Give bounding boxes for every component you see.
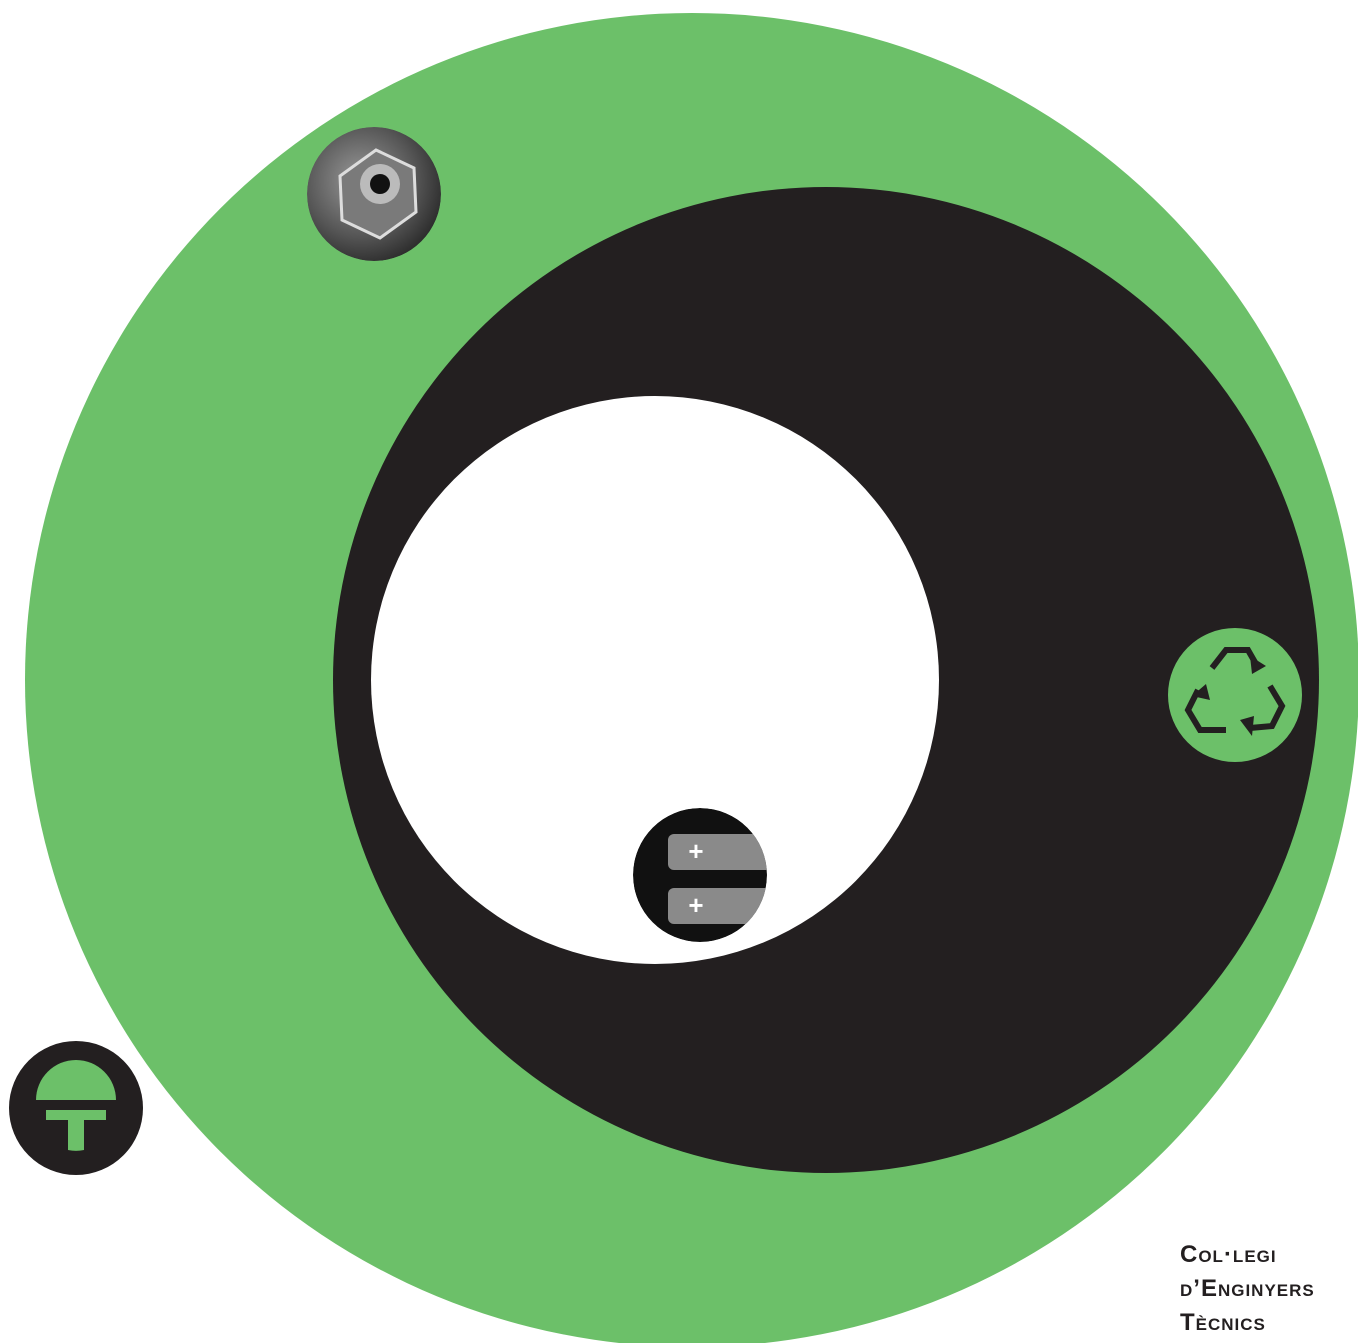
brand-line: d’Enginyers — [1180, 1275, 1315, 1302]
svg-text:+: + — [688, 890, 703, 920]
brand-text: Col·legi d’Enginyers Tècnics — [1180, 1241, 1315, 1336]
nut-photo — [307, 127, 441, 261]
svg-text:+: + — [688, 836, 703, 866]
poster: + + Col·legi d’Enginyers Tècnics — [0, 0, 1358, 1343]
page: {"brand": {"lines": ["Col·legi", "d’Engi… — [0, 0, 1358, 1343]
brand-line: Tècnics — [1180, 1309, 1266, 1336]
recycle-icon — [1168, 628, 1302, 762]
brand-line: Col·legi — [1180, 1241, 1277, 1268]
logo-emblem — [9, 1041, 143, 1175]
